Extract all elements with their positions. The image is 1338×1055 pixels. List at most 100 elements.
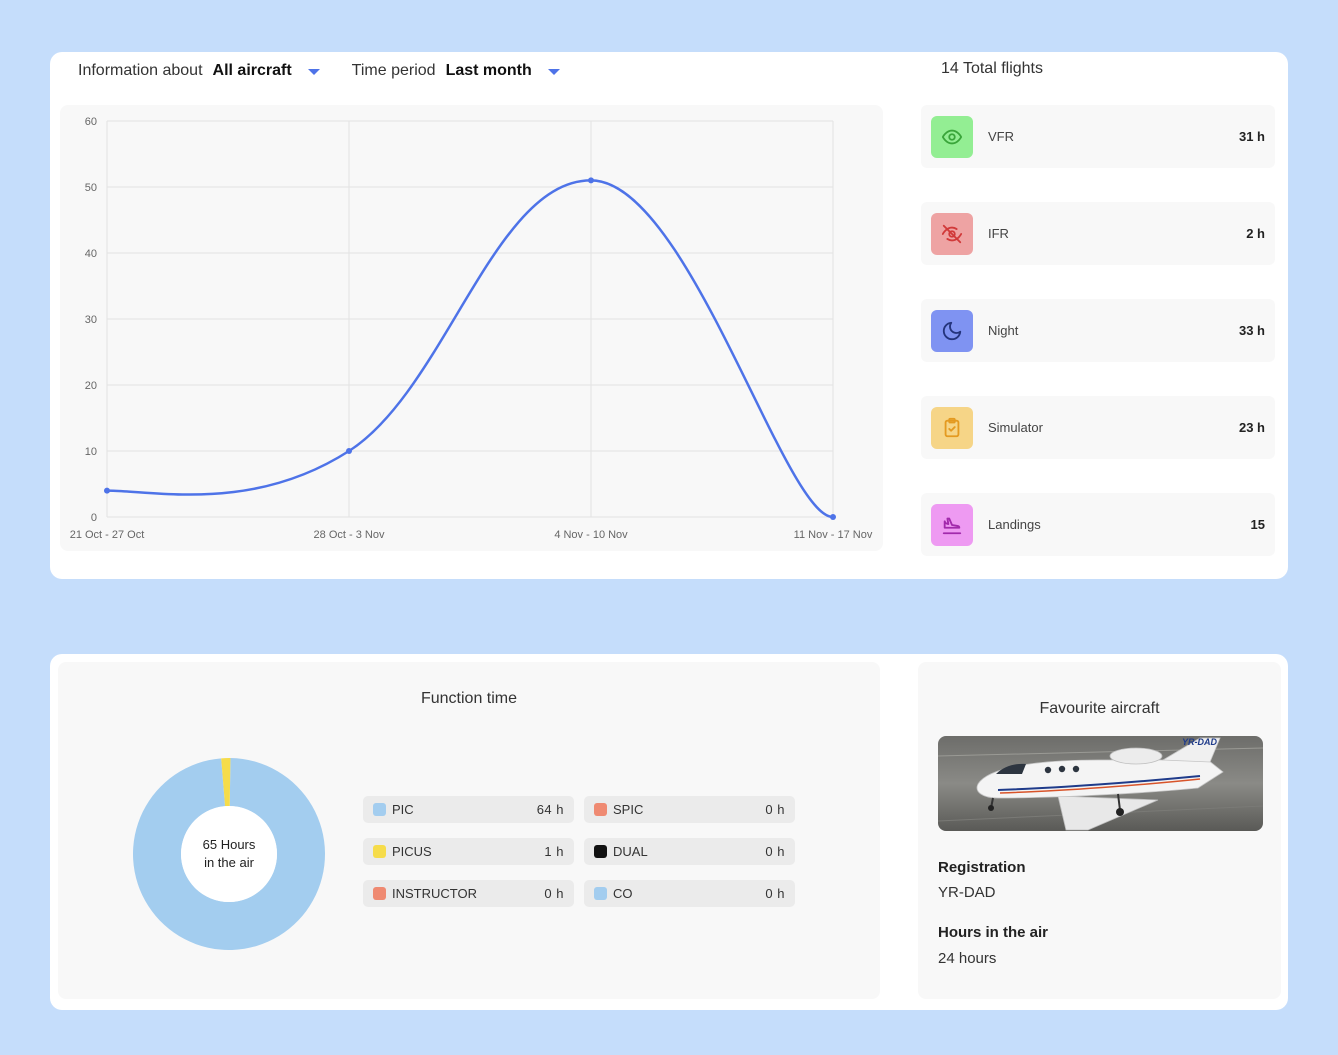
legend-name: CO bbox=[613, 886, 633, 901]
total-flights: 14 Total flights bbox=[941, 60, 1043, 77]
legend-item-spic[interactable]: SPIC 0 h bbox=[584, 796, 795, 823]
legend-value: 0 h bbox=[765, 802, 785, 817]
donut-slice-pic[interactable] bbox=[133, 758, 325, 950]
registration-label: Registration bbox=[938, 859, 1026, 876]
stat-value: 23 h bbox=[1238, 420, 1265, 435]
legend-value: 1 h bbox=[544, 844, 564, 859]
legend-value: 64 h bbox=[536, 802, 564, 817]
function-time-panel: Function time 65 Hours in the air PIC 64… bbox=[58, 662, 880, 999]
y-tick-label: 40 bbox=[85, 248, 97, 260]
stat-row-landings[interactable]: Landings 15 bbox=[921, 493, 1275, 556]
y-tick-label: 0 bbox=[91, 512, 97, 524]
stat-row-vfr[interactable]: VFR 31 h bbox=[921, 105, 1275, 168]
flights-line-chart: 0 10 20 30 40 50 60 21 Oct - 27 Oct 28 Oct - 3 … bbox=[60, 105, 883, 551]
moon-icon bbox=[942, 321, 962, 340]
legend-name: INSTRUCTOR bbox=[392, 886, 477, 901]
chart-grid bbox=[106, 120, 834, 518]
data-point[interactable] bbox=[346, 448, 352, 454]
legend-value: 0 h bbox=[765, 844, 785, 859]
y-tick-label: 60 bbox=[85, 116, 97, 128]
legend-swatch bbox=[373, 803, 386, 816]
stat-icon-box bbox=[931, 503, 973, 546]
stat-icon-box bbox=[931, 309, 973, 352]
x-tick-label: 21 Oct - 27 Oct bbox=[70, 529, 145, 541]
x-tick-label: 28 Oct - 3 Nov bbox=[314, 529, 385, 541]
x-axis-ticks: 21 Oct - 27 Oct 28 Oct - 3 Nov 4 Nov - 10 … bbox=[70, 529, 873, 541]
period-filter-value: Last month bbox=[445, 62, 532, 79]
y-axis-ticks: 0 10 20 30 40 50 60 bbox=[85, 116, 97, 524]
function-time-title: Function time bbox=[420, 690, 518, 707]
registration-value: YR-DAD bbox=[938, 884, 996, 901]
donut-slice-picus[interactable] bbox=[221, 758, 231, 807]
legend-swatch bbox=[373, 887, 386, 900]
function-time-donut bbox=[133, 758, 325, 950]
period-filter-dropdown[interactable]: Time period Last month bbox=[352, 62, 560, 80]
aircraft-illustration: YR-DAD bbox=[938, 736, 1263, 831]
stat-icon-box bbox=[931, 406, 973, 449]
stat-row-night[interactable]: Night 33 h bbox=[921, 299, 1275, 362]
data-point[interactable] bbox=[588, 177, 594, 184]
legend-item-instructor[interactable]: INSTRUCTOR 0 h bbox=[363, 880, 574, 907]
legend-item-dual[interactable]: DUAL 0 h bbox=[584, 838, 795, 865]
clipboard-check-icon bbox=[944, 417, 960, 437]
x-tick-label: 11 Nov - 17 Nov bbox=[794, 529, 873, 541]
legend-value: 0 h bbox=[544, 886, 564, 901]
stat-name: Simulator bbox=[988, 420, 1043, 435]
favourite-aircraft-panel: Favourite aircraft bbox=[918, 662, 1281, 999]
summary-card: Function time 65 Hours in the air PIC 64… bbox=[50, 654, 1288, 1010]
legend-name: PIC bbox=[392, 802, 414, 817]
legend-item-picus[interactable]: PICUS 1 h bbox=[363, 838, 574, 865]
y-tick-label: 20 bbox=[85, 380, 97, 392]
period-filter-label: Time period bbox=[351, 62, 436, 79]
legend-swatch bbox=[373, 845, 386, 858]
chart-svg: 0 10 20 30 40 50 60 21 Oct - 27 Oct 28 Oct - 3 … bbox=[70, 116, 873, 541]
eye-off-icon bbox=[941, 224, 963, 243]
aircraft-filter-label: Information about bbox=[78, 62, 203, 79]
y-tick-label: 50 bbox=[85, 182, 97, 194]
hours-value: 24 hours bbox=[938, 950, 997, 967]
data-point[interactable] bbox=[830, 514, 836, 520]
donut-subtitle: in the air bbox=[204, 855, 254, 870]
series-line bbox=[106, 179, 834, 519]
stat-name: Landings bbox=[988, 517, 1041, 532]
donut-hole bbox=[181, 806, 277, 902]
legend-value: 0 h bbox=[765, 886, 785, 901]
stat-icon-box bbox=[931, 212, 973, 255]
x-tick-label: 4 Nov - 10 Nov bbox=[554, 529, 628, 541]
legend-item-pic[interactable]: PIC 64 h bbox=[363, 796, 574, 823]
stat-row-simulator[interactable]: Simulator 23 h bbox=[921, 396, 1275, 459]
donut-hours: 65 Hours bbox=[202, 837, 256, 852]
legend-name: PICUS bbox=[392, 844, 432, 859]
stat-value: 33 h bbox=[1238, 323, 1265, 338]
eye-icon bbox=[941, 129, 963, 144]
y-tick-label: 30 bbox=[85, 314, 97, 326]
y-tick-label: 10 bbox=[85, 446, 97, 458]
aircraft-filter-value: All aircraft bbox=[212, 62, 292, 79]
legend-swatch bbox=[594, 845, 607, 858]
tail-marking: YR-DAD bbox=[1182, 737, 1217, 747]
stat-value: 31 h bbox=[1238, 129, 1265, 144]
legend-name: DUAL bbox=[613, 844, 648, 859]
stat-value: 2 h bbox=[1246, 226, 1265, 241]
donut-center-label: 65 Hours in the air bbox=[133, 758, 325, 950]
plane-landing-icon bbox=[942, 517, 962, 534]
filter-bar: Information about All aircraft Time peri… bbox=[78, 60, 560, 82]
data-point[interactable] bbox=[104, 487, 110, 494]
favourite-aircraft-title: Favourite aircraft bbox=[1039, 700, 1160, 717]
legend-item-co[interactable]: CO 0 h bbox=[584, 880, 795, 907]
stat-name: VFR bbox=[988, 129, 1014, 144]
hours-label: Hours in the air bbox=[938, 924, 1049, 941]
legend-swatch bbox=[594, 887, 607, 900]
caret-down-icon bbox=[307, 69, 320, 75]
stat-row-ifr[interactable]: IFR 2 h bbox=[921, 202, 1275, 265]
aircraft-photo[interactable]: YR-DAD bbox=[938, 736, 1263, 831]
series-points bbox=[104, 177, 836, 520]
caret-down-icon bbox=[547, 69, 560, 75]
stat-name: IFR bbox=[988, 226, 1009, 241]
stat-icon-box bbox=[931, 115, 973, 158]
aircraft-filter-dropdown[interactable]: Information about All aircraft bbox=[78, 62, 320, 80]
legend-name: SPIC bbox=[613, 802, 644, 817]
stat-value: 15 bbox=[1250, 517, 1265, 532]
legend-swatch bbox=[594, 803, 607, 816]
flight-stats-card: Information about All aircraft Time peri… bbox=[50, 52, 1288, 579]
